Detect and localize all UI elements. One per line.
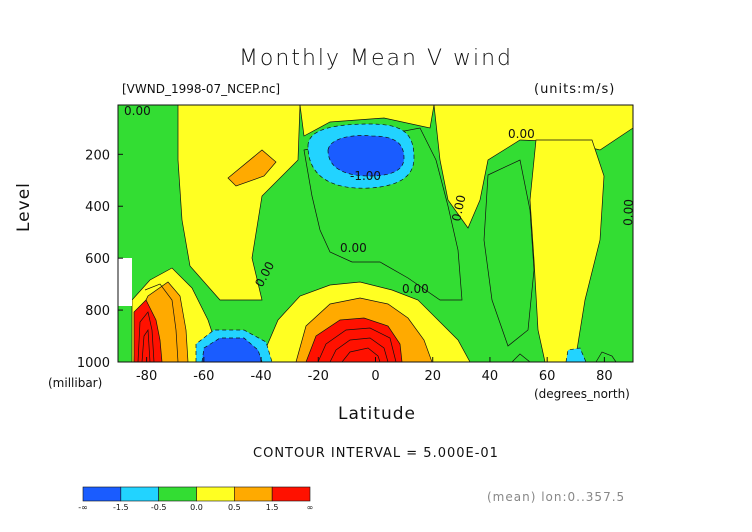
x-tick-label: 60 bbox=[539, 369, 556, 384]
colorbar-tick-label: -0.5 bbox=[151, 503, 167, 512]
colorbar-tick-label: 0.0 bbox=[190, 503, 203, 512]
x-tick-label: 20 bbox=[424, 369, 441, 384]
y-tick-label: 1000 bbox=[77, 356, 110, 371]
region-blue-south bbox=[201, 337, 263, 363]
x-axis-unit: (degrees_north) bbox=[534, 387, 630, 401]
missing-data-patch bbox=[118, 258, 132, 306]
colorbar: -∞ -1.5 -0.5 0.0 0.5 1.5 ∞ bbox=[78, 486, 314, 512]
region-green-north-mid bbox=[483, 159, 535, 347]
y-tick-label: 200 bbox=[85, 148, 110, 163]
contour-line bbox=[144, 283, 179, 363]
contour-label: 0.00 bbox=[508, 127, 535, 141]
units-label: (units:m/s) bbox=[534, 82, 616, 97]
contour-label: 0.00 bbox=[449, 194, 468, 223]
contour-label: 0.00 bbox=[124, 104, 151, 118]
colorbar-tick-label: ∞ bbox=[307, 503, 314, 512]
colorbar-tick-label: -∞ bbox=[78, 503, 88, 512]
contour-fill-blue bbox=[201, 135, 405, 363]
x-axis-label: Latitude bbox=[338, 404, 416, 424]
y-tick-label: 600 bbox=[85, 252, 110, 267]
contour-labels: 0.00 0.00 0.00 0.00 -1.00 0.00 0.00 0.00 bbox=[124, 104, 636, 296]
x-tick-label: -80 bbox=[136, 369, 157, 384]
x-tick-label: 40 bbox=[482, 369, 499, 384]
contour-line bbox=[137, 311, 155, 363]
colorbar-swatch bbox=[158, 486, 197, 502]
contour-label: 0.00 bbox=[402, 282, 429, 296]
colorbar-tick-label: -1.5 bbox=[113, 503, 129, 512]
contour-label: 0.00 bbox=[621, 199, 636, 226]
region-blue-upper bbox=[327, 135, 405, 177]
contour-lines bbox=[137, 283, 617, 363]
x-tick-label: 0 bbox=[371, 369, 379, 384]
region-cyan-north bbox=[565, 347, 587, 363]
colorbar-swatch bbox=[196, 486, 235, 502]
contour-line bbox=[329, 337, 389, 363]
file-label: [VWND_1998-07_NCEP.nc] bbox=[122, 82, 281, 96]
colorbar-swatch bbox=[120, 486, 159, 502]
contour-line bbox=[317, 327, 397, 363]
y-axis: 200 400 600 800 1000 bbox=[77, 148, 123, 371]
contour-line bbox=[341, 347, 381, 363]
colorbar-tick-label: 1.5 bbox=[266, 503, 279, 512]
region-red-tropics bbox=[305, 317, 403, 363]
x-tick-label: -20 bbox=[308, 369, 329, 384]
contour-line bbox=[595, 351, 617, 363]
y-axis-label: Level bbox=[14, 182, 34, 232]
y-tick-label: 800 bbox=[85, 304, 110, 319]
contour-label: 0.00 bbox=[340, 241, 367, 255]
x-tick-label: -40 bbox=[250, 369, 271, 384]
x-tick-label: -60 bbox=[193, 369, 214, 384]
colorbar-swatch bbox=[82, 486, 122, 502]
y-axis-unit: (millibar) bbox=[48, 376, 103, 390]
contour-line bbox=[511, 353, 531, 363]
colorbar-swatch bbox=[271, 486, 311, 502]
y-tick-label: 400 bbox=[85, 200, 110, 215]
region-orange-upper bbox=[227, 149, 277, 187]
chart-title: Monthly Mean V wind bbox=[238, 46, 514, 71]
x-tick-label: 80 bbox=[596, 369, 613, 384]
colorbar-swatch bbox=[234, 486, 273, 502]
contour-interval: CONTOUR INTERVAL = 5.000E-01 bbox=[253, 446, 499, 461]
mean-footnote: (mean) lon:0..357.5 bbox=[487, 490, 626, 504]
contour-label: -1.00 bbox=[350, 169, 381, 183]
colorbar-tick-label: 0.5 bbox=[228, 503, 241, 512]
x-axis: -80 -60 -40 -20 0 20 40 60 80 bbox=[136, 357, 613, 384]
region-yellow-south-upper bbox=[177, 104, 301, 301]
contour-line bbox=[141, 328, 151, 363]
